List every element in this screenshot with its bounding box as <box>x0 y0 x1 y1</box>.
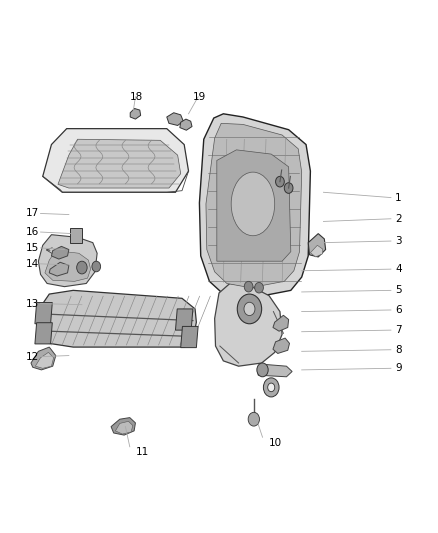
Text: 8: 8 <box>395 345 402 355</box>
Text: 10: 10 <box>269 438 282 448</box>
Polygon shape <box>308 233 325 257</box>
Polygon shape <box>35 322 52 344</box>
Circle shape <box>77 261 87 274</box>
Text: 15: 15 <box>25 243 39 253</box>
Text: 5: 5 <box>395 285 402 295</box>
Circle shape <box>254 282 263 293</box>
Polygon shape <box>199 114 311 298</box>
Text: 14: 14 <box>25 259 39 269</box>
Text: 17: 17 <box>25 208 39 219</box>
Text: 19: 19 <box>193 92 206 102</box>
Polygon shape <box>116 421 133 434</box>
Polygon shape <box>206 123 302 288</box>
Circle shape <box>276 176 284 187</box>
Polygon shape <box>49 262 69 276</box>
Circle shape <box>268 383 275 392</box>
Text: 2: 2 <box>395 214 402 224</box>
Text: 13: 13 <box>25 298 39 309</box>
Text: 6: 6 <box>395 305 402 315</box>
Text: 7: 7 <box>395 325 402 335</box>
Polygon shape <box>111 418 135 435</box>
Text: 16: 16 <box>25 227 39 237</box>
Text: 11: 11 <box>136 447 149 457</box>
Ellipse shape <box>231 172 275 236</box>
Polygon shape <box>273 316 289 331</box>
Polygon shape <box>43 128 188 192</box>
Text: 3: 3 <box>395 236 402 246</box>
Polygon shape <box>31 347 56 370</box>
Polygon shape <box>311 245 322 257</box>
Polygon shape <box>215 284 282 366</box>
Polygon shape <box>273 338 290 353</box>
Text: 18: 18 <box>130 92 143 102</box>
Circle shape <box>244 281 253 292</box>
Circle shape <box>284 183 293 193</box>
Polygon shape <box>45 251 91 281</box>
Text: 1: 1 <box>395 192 402 203</box>
Polygon shape <box>130 109 141 119</box>
Circle shape <box>244 302 255 316</box>
Text: 9: 9 <box>395 364 402 373</box>
Polygon shape <box>35 352 53 368</box>
Circle shape <box>237 294 261 324</box>
Circle shape <box>263 378 279 397</box>
Polygon shape <box>35 303 52 324</box>
Bar <box>70 228 82 243</box>
Polygon shape <box>167 113 184 125</box>
Text: 4: 4 <box>395 264 402 274</box>
Polygon shape <box>39 235 97 287</box>
Polygon shape <box>51 246 69 259</box>
Polygon shape <box>258 365 292 377</box>
Polygon shape <box>58 139 181 188</box>
Polygon shape <box>39 290 196 347</box>
Polygon shape <box>181 326 198 348</box>
Polygon shape <box>217 150 291 261</box>
Circle shape <box>248 413 259 426</box>
Circle shape <box>257 363 268 377</box>
Polygon shape <box>180 119 192 130</box>
Circle shape <box>92 261 101 272</box>
Polygon shape <box>176 309 193 330</box>
Text: 12: 12 <box>25 352 39 361</box>
